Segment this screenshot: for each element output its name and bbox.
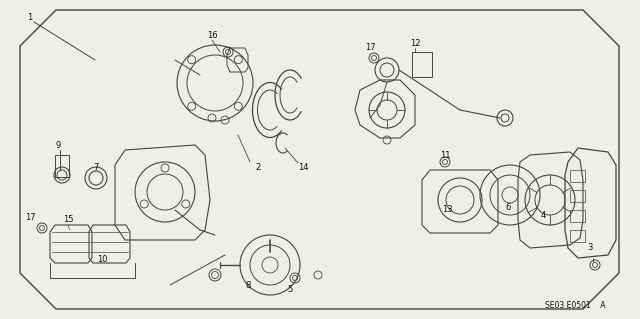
Bar: [570, 230, 585, 242]
Text: 14: 14: [298, 164, 308, 173]
Text: SE03 E0501    A: SE03 E0501 A: [545, 300, 605, 309]
Bar: [55, 155, 69, 177]
Text: 13: 13: [442, 205, 452, 214]
Text: 17: 17: [25, 213, 35, 222]
Text: 12: 12: [410, 39, 420, 48]
Text: 9: 9: [56, 140, 61, 150]
Bar: [412, 52, 432, 77]
Text: 3: 3: [588, 243, 593, 253]
Text: 2: 2: [255, 164, 260, 173]
Text: 7: 7: [93, 164, 99, 173]
Bar: [570, 210, 585, 222]
Text: 6: 6: [506, 204, 511, 212]
Bar: [570, 170, 585, 182]
Text: 15: 15: [63, 216, 73, 225]
Text: 8: 8: [245, 281, 251, 291]
Text: 17: 17: [365, 43, 375, 53]
Text: 4: 4: [540, 211, 546, 219]
Text: 16: 16: [207, 31, 218, 40]
Text: 10: 10: [97, 256, 108, 264]
Text: 5: 5: [287, 286, 292, 294]
Bar: [570, 190, 585, 202]
Text: 11: 11: [440, 151, 451, 160]
Text: 1: 1: [28, 13, 33, 23]
